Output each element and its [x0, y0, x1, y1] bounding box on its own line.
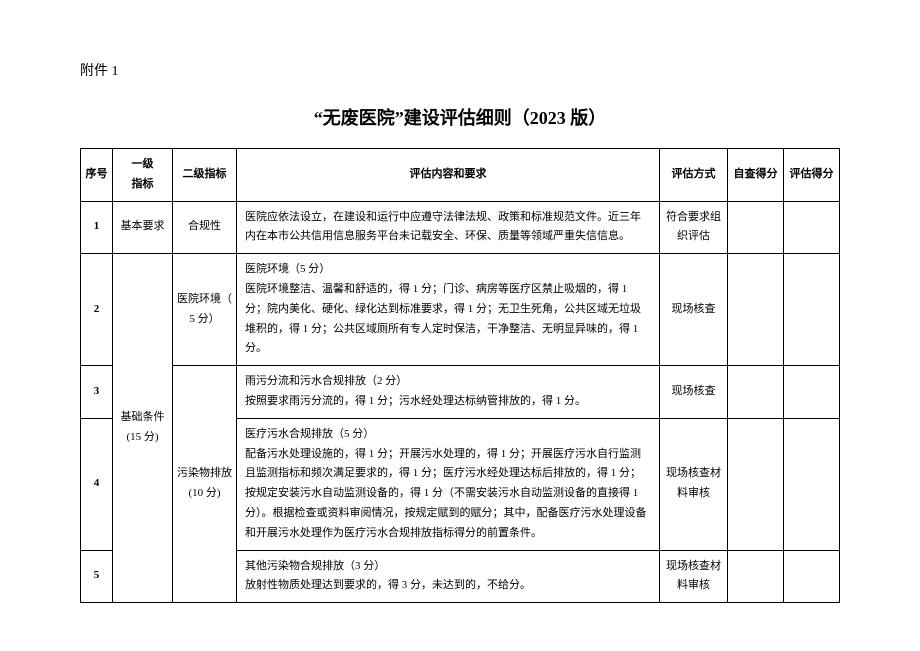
th-eval: 评估得分: [784, 149, 840, 202]
cell-lvl1: 基础条件 (15 分): [113, 254, 173, 603]
cell-eval: [784, 254, 840, 366]
attachment-label: 附件 1: [80, 60, 840, 80]
cell-method: 现场核查材料审核: [660, 418, 728, 550]
table-row: 2 基础条件 (15 分) 医院环境（ 5 分） 医院环境（5 分） 医院环境整…: [81, 254, 840, 366]
cell-self: [728, 418, 784, 550]
table-row: 3 污染物排放 (10 分) 雨污分流和污水合规排放（2 分） 按照要求雨污分流…: [81, 366, 840, 419]
cell-content: 其他污染物合规排放（3 分） 放射性物质处理达到要求的，得 3 分，未达到的，不…: [237, 550, 660, 603]
cell-lvl2: 污染物排放 (10 分): [173, 366, 237, 603]
cell-seq: 1: [81, 201, 113, 254]
th-lvl2: 二级指标: [173, 149, 237, 202]
cell-method: 现场核查材料审核: [660, 550, 728, 603]
cell-lvl1: 基本要求: [113, 201, 173, 254]
cell-eval: [784, 550, 840, 603]
cell-method: 现场核查: [660, 366, 728, 419]
cell-self: [728, 366, 784, 419]
cell-self: [728, 254, 784, 366]
evaluation-table: 序号 一级 指标 二级指标 评估内容和要求 评估方式 自查得分 评估得分 1 基…: [80, 148, 840, 603]
table-row: 1 基本要求 合规性 医院应依法设立，在建设和运行中应遵守法律法规、政策和标准规…: [81, 201, 840, 254]
cell-seq: 5: [81, 550, 113, 603]
cell-content: 医疗污水合规排放（5 分） 配备污水处理设施的，得 1 分；开展污水处理的，得 …: [237, 418, 660, 550]
cell-self: [728, 201, 784, 254]
cell-self: [728, 550, 784, 603]
cell-method: 符合要求组织评估: [660, 201, 728, 254]
cell-seq: 3: [81, 366, 113, 419]
th-seq: 序号: [81, 149, 113, 202]
cell-content: 雨污分流和污水合规排放（2 分） 按照要求雨污分流的，得 1 分；污水经处理达标…: [237, 366, 660, 419]
header-row: 序号 一级 指标 二级指标 评估内容和要求 评估方式 自查得分 评估得分: [81, 149, 840, 202]
cell-method: 现场核查: [660, 254, 728, 366]
cell-lvl2: 医院环境（ 5 分）: [173, 254, 237, 366]
cell-seq: 4: [81, 418, 113, 550]
cell-eval: [784, 201, 840, 254]
th-self: 自查得分: [728, 149, 784, 202]
cell-content: 医院应依法设立，在建设和运行中应遵守法律法规、政策和标准规范文件。近三年内在本市…: [237, 201, 660, 254]
th-lvl1: 一级 指标: [113, 149, 173, 202]
document-title: “无废医院”建设评估细则（2023 版）: [80, 104, 840, 130]
cell-eval: [784, 366, 840, 419]
cell-lvl2: 合规性: [173, 201, 237, 254]
cell-seq: 2: [81, 254, 113, 366]
th-req: 评估内容和要求: [237, 149, 660, 202]
cell-eval: [784, 418, 840, 550]
cell-content: 医院环境（5 分） 医院环境整洁、温馨和舒适的，得 1 分；门诊、病房等医疗区禁…: [237, 254, 660, 366]
th-method: 评估方式: [660, 149, 728, 202]
